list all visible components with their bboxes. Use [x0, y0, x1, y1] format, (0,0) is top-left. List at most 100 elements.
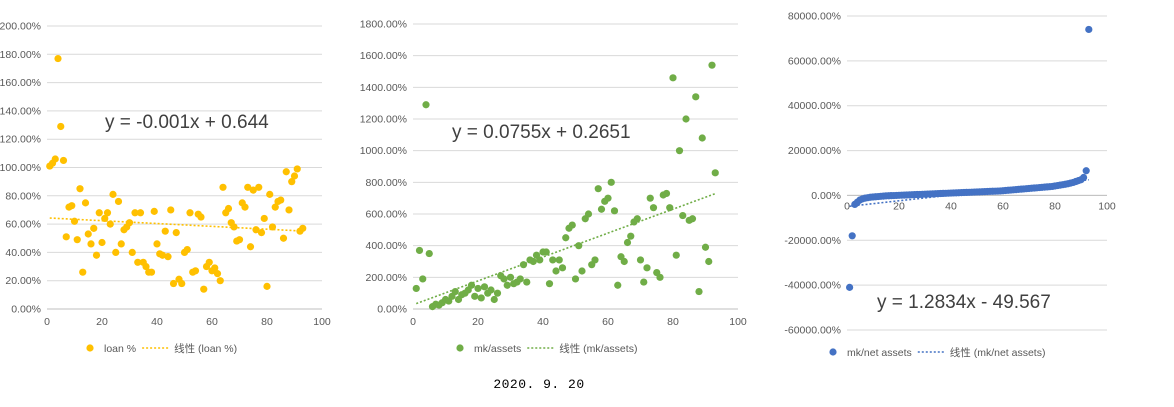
data-point [92, 251, 101, 259]
data-point [197, 213, 205, 221]
data-point [708, 61, 716, 69]
data-point [282, 168, 290, 176]
y-tick-label: 160.00% [0, 77, 41, 89]
y-tick-label: -60000.00% [784, 325, 841, 337]
data-point [682, 115, 690, 123]
y-tick-label: 100.00% [0, 162, 41, 174]
data-point [451, 287, 459, 296]
data-point [419, 275, 427, 283]
data-point [211, 264, 219, 272]
data-point [117, 240, 125, 248]
data-point [169, 279, 178, 288]
data-point [62, 233, 70, 241]
data-point [490, 295, 498, 304]
x-tick-label: 40 [945, 200, 957, 212]
data-point [695, 287, 703, 296]
legend-trend-label: 线性 (mk/assets) [559, 342, 637, 355]
x-tick-label: 80 [261, 316, 273, 328]
data-point [549, 256, 557, 264]
legend-marker [86, 344, 94, 352]
data-point [271, 203, 279, 211]
trend-line [415, 192, 716, 305]
data-point [98, 238, 106, 247]
y-tick-label: 80.00% [5, 190, 41, 202]
data-point [614, 281, 622, 289]
data-point [147, 268, 156, 276]
y-tick-label: 1000.00% [360, 145, 407, 157]
y-tick-label: 200.00% [0, 21, 41, 33]
data-point [474, 284, 482, 293]
data-point [68, 202, 76, 210]
data-point [263, 282, 271, 290]
data-point [477, 294, 485, 302]
data-point [679, 211, 687, 220]
y-tick-label: -20000.00% [784, 235, 841, 247]
legend-marker [456, 344, 464, 352]
data-point [1080, 173, 1088, 182]
data-point [523, 278, 531, 286]
x-tick-label: 100 [729, 316, 747, 328]
data-point [128, 248, 136, 256]
y-tick-label: -40000.00% [784, 280, 841, 292]
legend-marker [829, 348, 837, 356]
data-point [277, 196, 285, 204]
data-point [516, 275, 524, 283]
data-point [597, 205, 606, 213]
data-point [288, 178, 296, 186]
y-tick-label: 140.00% [0, 105, 41, 117]
data-point [244, 183, 252, 191]
data-point [623, 238, 632, 247]
data-point [471, 292, 479, 300]
data-point [412, 284, 420, 293]
y-tick-label: 1400.00% [360, 82, 407, 94]
data-point [57, 122, 65, 131]
data-point [260, 214, 268, 223]
data-point [705, 257, 713, 266]
data-point [627, 232, 635, 240]
data-point [161, 227, 169, 235]
data-point [81, 199, 90, 207]
data-point [112, 248, 120, 256]
data-point [846, 283, 854, 291]
data-point [84, 230, 92, 238]
data-point [216, 277, 224, 285]
x-tick-label: 0 [44, 316, 50, 328]
data-point [299, 224, 307, 232]
data-point [536, 256, 544, 264]
data-point [620, 257, 628, 266]
data-point [555, 256, 563, 264]
y-tick-label: 60.00% [5, 219, 41, 231]
data-point [848, 232, 856, 240]
data-point [79, 268, 87, 276]
data-point [183, 245, 191, 254]
data-point [415, 246, 424, 255]
data-point [662, 189, 671, 198]
data-point [688, 215, 697, 223]
legend-series-label: mk/assets [474, 343, 521, 355]
data-point [51, 155, 59, 163]
data-point [519, 261, 528, 269]
data-point [649, 204, 658, 212]
data-point [636, 256, 645, 264]
data-point [257, 228, 266, 237]
data-point [153, 240, 161, 248]
x-tick-label: 0 [410, 316, 416, 328]
data-point [101, 214, 109, 223]
y-tick-label: 0.00% [377, 304, 407, 316]
data-point [675, 147, 684, 155]
data-point [552, 267, 560, 275]
trend-equation: y = -0.001x + 0.644 [105, 112, 269, 133]
data-point [656, 273, 664, 281]
y-tick-label: 600.00% [366, 209, 407, 221]
data-point [425, 249, 433, 258]
y-tick-label: 1600.00% [360, 50, 407, 62]
data-point [575, 242, 583, 250]
data-point [711, 169, 719, 177]
data-point [604, 194, 612, 202]
data-point [224, 204, 233, 213]
x-tick-label: 60 [602, 316, 614, 328]
y-tick-label: 60000.00% [788, 55, 841, 67]
footer-date: 2020. 9. 20 [493, 377, 584, 392]
data-point [666, 204, 674, 212]
